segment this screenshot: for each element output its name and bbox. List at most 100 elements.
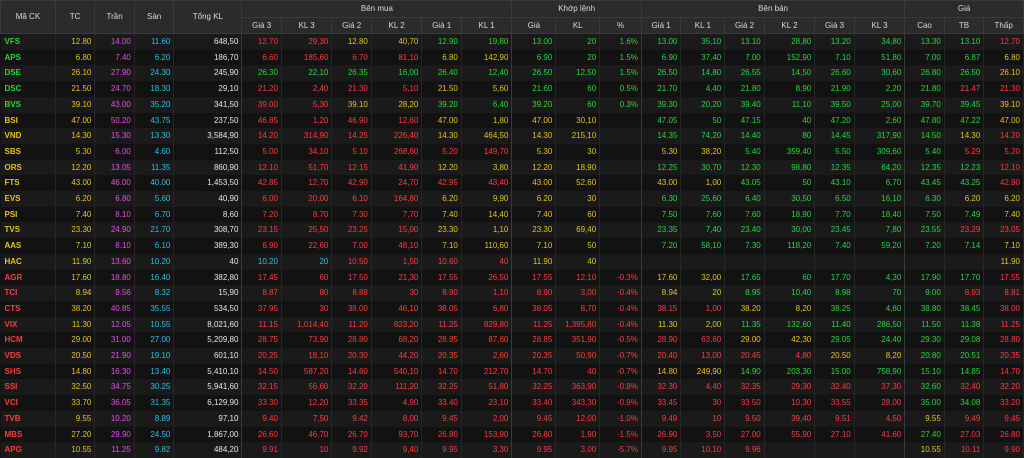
cell-sell-vol-3: 70 bbox=[854, 285, 906, 301]
cell-symbol[interactable]: BSI bbox=[0, 112, 56, 129]
cell-sell-price-3: 14.45 bbox=[814, 128, 855, 144]
col-header-sell-price-1[interactable]: Giá 1 bbox=[640, 17, 682, 34]
cell-average: 38.45 bbox=[944, 300, 985, 317]
table-row[interactable]: HCM 29.00 31.00 27.00 5,209,80 28.75 73,90 28.8… bbox=[0, 332, 1024, 349]
col-header-match-pct[interactable]: % bbox=[599, 17, 642, 34]
table-row[interactable]: MBS 27.20 29.90 24.50 1,867,00 26.60 46,70 26.7… bbox=[0, 426, 1024, 443]
cell-sell-vol-2: 30,50 bbox=[764, 191, 816, 207]
cell-reference: 7.40 bbox=[55, 206, 96, 223]
cell-low: 9.90 bbox=[983, 442, 1024, 458]
col-header-average[interactable]: TB bbox=[943, 17, 985, 34]
table-row[interactable]: TCI 8.94 9.56 8.32 15,90 8.87 80 8.88 30 8.90 1,10… bbox=[0, 285, 1024, 301]
col-header-reference[interactable]: TC bbox=[54, 0, 96, 34]
cell-match-vol: 1,395,80 bbox=[555, 316, 601, 333]
cell-buy-vol-1: 5,60 bbox=[461, 81, 513, 97]
cell-high: 21.80 bbox=[904, 81, 945, 97]
table-row[interactable]: TVB 9.55 10.20 8.89 97,10 9.40 7,50 9.42 8,00 9.4… bbox=[0, 410, 1024, 427]
table-row[interactable]: DSC 21.50 24.70 18.30 29,10 21.20 2,40 21.30 5,1… bbox=[0, 81, 1024, 97]
table-row[interactable]: HAC 11.90 13.60 10.20 40 10.20 20 10.50 1,50 10.6… bbox=[0, 253, 1024, 270]
cell-symbol[interactable]: SHS bbox=[0, 363, 56, 380]
cell-symbol[interactable]: ORS bbox=[0, 159, 56, 176]
col-header-floor[interactable]: Sàn bbox=[133, 0, 175, 34]
cell-symbol[interactable]: HAC bbox=[0, 253, 56, 270]
cell-symbol[interactable]: APG bbox=[0, 442, 56, 458]
cell-symbol[interactable]: CTS bbox=[0, 300, 56, 317]
cell-symbol[interactable]: VDS bbox=[0, 348, 56, 364]
table-row[interactable]: VCI 33.70 36.05 31.35 6,129,90 33.30 12,20 33.3… bbox=[0, 395, 1024, 411]
cell-symbol[interactable]: TVS bbox=[0, 222, 56, 239]
cell-symbol[interactable]: VCI bbox=[0, 395, 56, 411]
cell-symbol[interactable]: AGR bbox=[0, 269, 56, 286]
table-row[interactable]: SBS 5.30 6.00 4.60 112,50 5.00 34,10 5.10 268,60… bbox=[0, 143, 1024, 160]
table-row[interactable]: DSE 26.10 27.90 24.30 245,90 26.30 22,10 26.35 1… bbox=[0, 65, 1024, 82]
cell-buy-vol-2: 823,20 bbox=[371, 316, 423, 333]
table-row[interactable]: VFS 12.80 14.00 11.60 648,50 12.70 29,30 12.80 4… bbox=[0, 33, 1024, 50]
col-header-buy-vol-1[interactable]: KL 1 bbox=[460, 17, 513, 34]
table-row[interactable]: BVS 39.10 43.00 35.20 341,50 39.00 5,30 39.10 28… bbox=[0, 96, 1024, 113]
table-row[interactable]: VDS 20.50 21.90 19.10 601,10 20.25 18,10 20.30 4… bbox=[0, 348, 1024, 364]
table-row[interactable]: SSI 32.50 34.75 30.25 5,941,60 32.15 56,60 32.2… bbox=[0, 379, 1024, 396]
col-header-ceiling[interactable]: Trần bbox=[94, 0, 135, 34]
cell-buy-vol-3: 60 bbox=[281, 269, 333, 286]
col-header-high[interactable]: Cao bbox=[904, 17, 945, 34]
col-header-buy-vol-3[interactable]: KL 3 bbox=[280, 17, 333, 34]
col-header-sell-vol-2[interactable]: KL 2 bbox=[763, 17, 816, 34]
col-header-low[interactable]: Thấp bbox=[983, 17, 1024, 34]
cell-symbol[interactable]: EVS bbox=[0, 191, 56, 207]
table-row[interactable]: FTS 43.00 46.00 40.00 1,453,50 42.85 12,70 42.9… bbox=[0, 175, 1024, 192]
cell-symbol[interactable]: DSC bbox=[0, 81, 56, 97]
table-row[interactable]: ORS 12.20 13.05 11.35 860,90 12.10 51,70 12.15 4… bbox=[0, 159, 1024, 176]
table-row[interactable]: TVS 23.30 24.90 21.70 308,70 23.15 25,50 23.25 1… bbox=[0, 222, 1024, 239]
col-header-sell-vol-3[interactable]: KL 3 bbox=[853, 17, 906, 34]
cell-symbol[interactable]: TCI bbox=[0, 285, 56, 301]
table-row[interactable]: BSI 47.00 50.20 43.75 237,50 46.85 1,20 46.90 12… bbox=[0, 112, 1024, 129]
col-header-sell-price-2[interactable]: Giá 2 bbox=[724, 17, 765, 34]
cell-ceiling: 7.40 bbox=[94, 49, 135, 66]
table-row[interactable]: EVS 6.20 6.80 5.60 40,90 6.00 20,00 6.10 164,80 6… bbox=[0, 191, 1024, 207]
col-header-buy-vol-2[interactable]: KL 2 bbox=[370, 17, 423, 34]
cell-floor: 21.70 bbox=[134, 222, 175, 239]
cell-symbol[interactable]: DSE bbox=[0, 65, 56, 82]
cell-total-volume: 29,10 bbox=[173, 81, 243, 97]
cell-symbol[interactable]: VFS bbox=[0, 33, 56, 50]
table-row[interactable]: AGR 17.60 18.80 16.40 382,80 17.45 60 17.50 21,3… bbox=[0, 269, 1024, 286]
col-header-symbol[interactable]: Mã CK bbox=[0, 0, 56, 34]
cell-symbol[interactable]: TVB bbox=[0, 410, 56, 427]
cell-symbol[interactable]: PSI bbox=[0, 206, 56, 223]
cell-symbol[interactable]: SBS bbox=[0, 143, 56, 160]
cell-symbol[interactable]: HCM bbox=[0, 332, 56, 349]
cell-buy-vol-3: 2,40 bbox=[281, 81, 333, 97]
col-header-match-price[interactable]: Giá bbox=[511, 17, 557, 34]
table-row[interactable]: SHS 14.80 16.30 13.40 5,410,10 14.50 587,20 14.… bbox=[0, 363, 1024, 380]
col-header-buy-price-2[interactable]: Giá 2 bbox=[331, 17, 372, 34]
cell-symbol[interactable]: AAS bbox=[0, 238, 56, 254]
table-row[interactable]: VND 14.30 15.30 13.30 3,584,90 14.20 314,90 14.… bbox=[0, 128, 1024, 144]
cell-symbol[interactable]: FTS bbox=[0, 175, 56, 192]
col-header-match-vol[interactable]: KL bbox=[555, 17, 601, 34]
table-row[interactable]: APG 10.55 11.25 9.82 484,20 9.91 10 9.92 9,40 9.9… bbox=[0, 442, 1024, 458]
cell-average: 21.47 bbox=[944, 81, 985, 97]
col-header-total-volume[interactable]: Tổng KL bbox=[173, 0, 243, 34]
cell-buy-vol-2: 1,50 bbox=[371, 253, 423, 270]
table-row[interactable]: PSI 7.40 8.10 6.70 8,60 7.20 8,70 7.30 7,70 7.40 1… bbox=[0, 206, 1024, 223]
table-row[interactable]: VIX 11.30 12.05 10.55 8,021,60 11.15 1,014,40 1… bbox=[0, 316, 1024, 333]
cell-sell-price-1: 23.35 bbox=[641, 222, 682, 239]
table-row[interactable]: APS 6.80 7.40 6.20 186,70 6.60 185,60 6.70 81,10… bbox=[0, 49, 1024, 66]
cell-average: 39.45 bbox=[944, 96, 985, 113]
table-row[interactable]: CTS 38.20 40.85 35.55 534,50 37.95 30 38.00 46,1… bbox=[0, 300, 1024, 317]
col-header-sell-vol-1[interactable]: KL 1 bbox=[680, 17, 726, 34]
cell-symbol[interactable]: MBS bbox=[0, 426, 56, 443]
cell-symbol[interactable]: VIX bbox=[0, 316, 56, 333]
table-row[interactable]: AAS 7.10 8.10 6.10 389,30 6.90 22,60 7.00 48,10 7… bbox=[0, 238, 1024, 254]
cell-symbol[interactable]: BVS bbox=[0, 96, 56, 113]
cell-symbol[interactable]: SSI bbox=[0, 379, 56, 396]
cell-symbol[interactable]: VND bbox=[0, 128, 56, 144]
cell-ceiling: 6.00 bbox=[94, 143, 135, 160]
cell-buy-vol-2: 48,10 bbox=[371, 238, 423, 254]
col-header-sell-price-3[interactable]: Giá 3 bbox=[814, 17, 855, 34]
cell-buy-price-1: 23.30 bbox=[421, 222, 462, 239]
col-header-buy-price-1[interactable]: Giá 1 bbox=[421, 17, 462, 34]
cell-sell-price-2 bbox=[724, 253, 765, 270]
col-header-buy-price-3[interactable]: Giá 3 bbox=[241, 17, 282, 34]
cell-symbol[interactable]: APS bbox=[0, 49, 56, 66]
